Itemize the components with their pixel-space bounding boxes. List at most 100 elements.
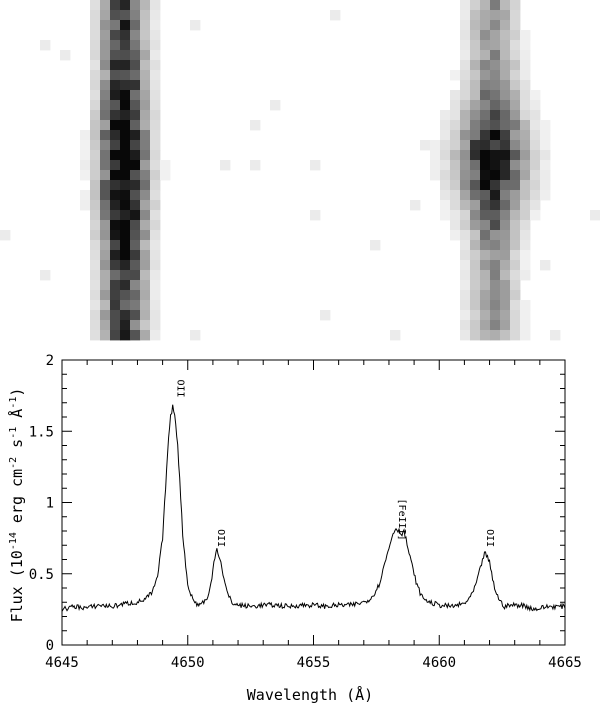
image-pixel: [510, 90, 521, 101]
image-pixel: [110, 130, 121, 141]
image-pixel: [490, 0, 501, 11]
image-pixel: [520, 70, 531, 81]
image-pixel: [90, 140, 101, 151]
image-pixel: [450, 210, 461, 221]
image-pixel: [480, 30, 491, 41]
image-pixel: [80, 140, 91, 151]
image-pixel: [490, 210, 501, 221]
image-pixel: [130, 230, 141, 241]
image-pixel: [480, 330, 491, 341]
image-pixel: [520, 330, 531, 341]
y-label-units-exp: -2: [8, 457, 19, 469]
image-pixel: [510, 280, 521, 291]
image-pixel: [130, 320, 141, 331]
image-pixel: [470, 300, 481, 311]
image-pixel: [480, 240, 491, 251]
image-pixel: [140, 150, 151, 161]
image-pixel: [500, 270, 511, 281]
image-pixel: [110, 250, 121, 261]
image-pixel: [490, 290, 501, 301]
image-pixel: [150, 120, 161, 131]
image-pixel: [90, 20, 101, 31]
image-pixel: [110, 300, 121, 311]
image-pixel: [510, 210, 521, 221]
image-pixel: [150, 260, 161, 271]
image-pixel: [490, 20, 501, 31]
image-pixel: [120, 310, 131, 321]
image-pixel: [140, 130, 151, 141]
y-label-units: erg cm: [8, 469, 26, 532]
image-pixel: [110, 40, 121, 51]
image-pixel: [100, 190, 111, 201]
image-pixel: [470, 170, 481, 181]
image-pixel: [540, 180, 551, 191]
image-pixel: [480, 180, 491, 191]
image-pixel: [460, 110, 471, 121]
image-pixel: [90, 330, 101, 341]
image-pixel: [150, 50, 161, 61]
image-pixel: [530, 160, 541, 171]
image-pixel: [430, 150, 441, 161]
image-pixel: [150, 40, 161, 51]
image-pixel: [140, 220, 151, 231]
image-pixel: [100, 160, 111, 171]
image-pixel: [480, 170, 491, 181]
image-pixel: [130, 330, 141, 341]
image-pixel: [460, 130, 471, 141]
image-pixel: [140, 80, 151, 91]
image-pixel: [460, 220, 471, 231]
image-pixel: [120, 100, 131, 111]
image-pixel: [510, 100, 521, 111]
image-pixel: [110, 240, 121, 251]
image-pixel: [140, 70, 151, 81]
image-pixel: [100, 30, 111, 41]
image-pixel: [510, 200, 521, 211]
image-pixel: [110, 260, 121, 271]
image-pixel: [490, 170, 501, 181]
image-pixel: [100, 330, 111, 341]
image-pixel: [130, 240, 141, 251]
image-pixel: [150, 250, 161, 261]
image-pixel: [140, 330, 151, 341]
image-pixel: [480, 150, 491, 161]
image-pixel: [460, 250, 471, 261]
image-pixel: [90, 90, 101, 101]
image-pixel: [130, 20, 141, 31]
image-pixel: [440, 120, 451, 131]
image-pixel: [490, 70, 501, 81]
image-pixel: [530, 130, 541, 141]
image-pixel: [130, 260, 141, 271]
image-pixel: [140, 110, 151, 121]
image-pixel: [470, 110, 481, 121]
y-label-angstrom-exp: -1: [8, 397, 19, 409]
image-pixel: [130, 80, 141, 91]
image-pixel: [460, 280, 471, 291]
image-pixel: [510, 110, 521, 121]
image-pixel: [470, 100, 481, 111]
image-pixel: [500, 60, 511, 71]
image-pixel: [440, 160, 451, 171]
image-pixel: [150, 130, 161, 141]
image-pixel: [110, 10, 121, 21]
image-pixel: [110, 110, 121, 121]
image-pixel: [470, 230, 481, 241]
image-pixel: [490, 300, 501, 311]
image-pixel: [130, 170, 141, 181]
image-pixel: [480, 140, 491, 151]
image-pixel: [490, 270, 501, 281]
image-pixel: [130, 50, 141, 61]
image-pixel: [190, 20, 201, 31]
image-pixel: [140, 250, 151, 261]
image-pixel: [480, 120, 491, 131]
image-pixel: [470, 200, 481, 211]
image-pixel: [520, 160, 531, 171]
image-pixel: [100, 110, 111, 121]
image-pixel: [120, 20, 131, 31]
image-pixel: [120, 160, 131, 171]
image-pixel: [470, 60, 481, 71]
image-pixel: [480, 0, 491, 11]
image-pixel: [40, 40, 51, 51]
image-pixel: [490, 230, 501, 241]
image-pixel: [140, 260, 151, 271]
image-pixel: [100, 20, 111, 31]
